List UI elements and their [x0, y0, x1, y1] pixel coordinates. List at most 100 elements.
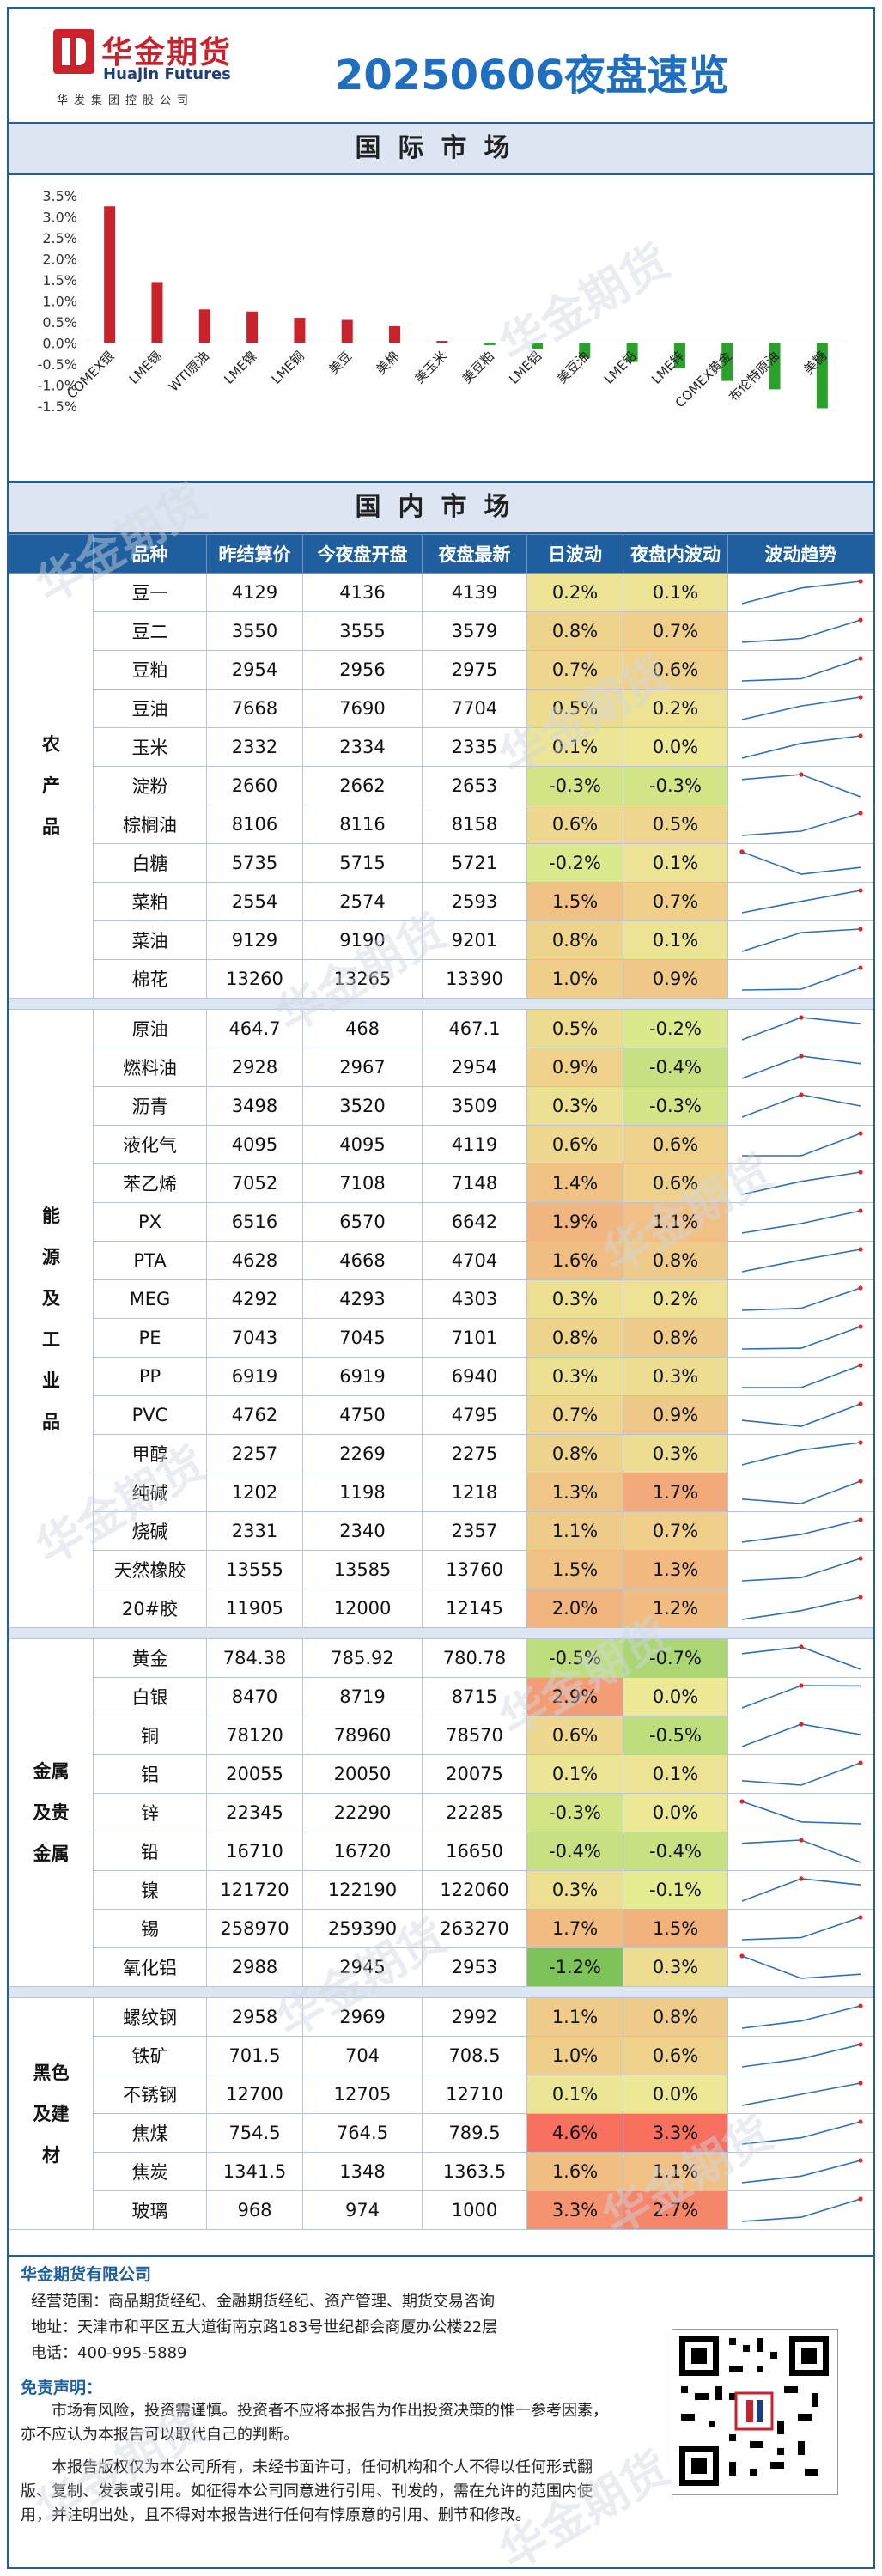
table-row: 沥青 3498 3520 3509 0.3% -0.3% — [9, 1086, 873, 1126]
cell-night-open: 1198 — [302, 1473, 423, 1512]
cell-name: 菜粕 — [93, 882, 207, 921]
cell-prev-settle: 2331 — [206, 1511, 303, 1551]
trend-high-point — [798, 1683, 804, 1688]
cell-night-open: 468 — [302, 1009, 423, 1048]
cell-night-change: 0.0% — [623, 1677, 728, 1716]
trend-high-point — [857, 695, 863, 700]
cell-night-open: 22290 — [302, 1793, 423, 1832]
cell-prev-settle: 701.5 — [206, 2036, 303, 2075]
separator-cell — [9, 1627, 873, 1639]
trend-high-point — [739, 849, 745, 854]
trend-sparkline — [727, 689, 873, 728]
cell-night-latest: 1363.5 — [422, 2152, 527, 2191]
bar-LME镍 — [246, 311, 259, 343]
cell-night-latest: 20075 — [422, 1754, 527, 1794]
cell-prev-settle: 8106 — [206, 805, 303, 844]
cell-night-open: 2340 — [302, 1511, 423, 1551]
trend-high-point — [857, 1760, 863, 1765]
cell-night-change: 0.9% — [623, 1395, 728, 1435]
cell-prev-settle: 754.5 — [206, 2113, 303, 2153]
trend-sparkline — [727, 727, 873, 767]
trend-sparkline — [727, 1870, 873, 1910]
header-night-change: 夜盘内波动 — [623, 534, 728, 574]
cell-name: 铅 — [93, 1832, 207, 1871]
cell-prev-settle: 1202 — [206, 1473, 303, 1512]
cell-night-change: -0.1% — [623, 1870, 728, 1910]
cell-night-latest: 8158 — [422, 805, 527, 844]
cell-night-change: 1.7% — [623, 1473, 728, 1512]
trend-high-point — [857, 579, 863, 584]
separator-cell — [9, 998, 873, 1010]
cell-night-latest: 13390 — [422, 959, 527, 999]
disclaimer-title: 免责声明： — [21, 2379, 103, 2397]
trend-high-point — [857, 965, 863, 970]
cell-name: 铁矿 — [93, 2036, 207, 2075]
cell-prev-settle: 2954 — [206, 650, 303, 690]
table-row: 豆二 3550 3555 3579 0.8% 0.7% — [9, 611, 873, 651]
cell-night-change: 0.7% — [623, 882, 728, 921]
cell-night-open: 3520 — [302, 1086, 423, 1126]
trend-sparkline — [727, 1125, 873, 1164]
cell-night-change: 0.6% — [623, 1125, 728, 1164]
trend-sparkline — [727, 1997, 873, 2037]
cell-night-change: 0.1% — [623, 920, 728, 960]
cell-name: 豆油 — [93, 689, 207, 728]
trend-line — [741, 696, 861, 720]
cell-name: 黄金 — [93, 1638, 207, 1678]
cell-night-open: 3555 — [302, 611, 423, 651]
cell-night-change: 0.7% — [623, 1511, 728, 1551]
trend-sparkline — [727, 2152, 873, 2191]
cell-day-change: 0.9% — [526, 1048, 623, 1087]
bar-LME锌 — [673, 343, 685, 368]
cell-prev-settle: 4628 — [206, 1241, 303, 1280]
cell-night-open: 974 — [302, 2190, 423, 2230]
cell-name: 纯碱 — [93, 1473, 207, 1512]
trend-line — [741, 580, 861, 605]
cell-night-latest: 780.78 — [422, 1638, 527, 1678]
trend-sparkline — [727, 1909, 873, 1948]
trend-sparkline — [727, 1241, 873, 1280]
cell-night-latest: 12145 — [422, 1589, 527, 1628]
cell-name: 玉米 — [93, 727, 207, 767]
domestic-market-table: 品种 昨结算价 今夜盘开盘 夜盘最新 日波动 夜盘内波动 波动趋势 农产品豆一 4… — [9, 534, 873, 2230]
trend-high-point — [798, 1015, 804, 1020]
cell-night-open: 2969 — [302, 1997, 423, 2037]
table-row: PP 6919 6919 6940 0.3% 0.3% — [9, 1357, 873, 1396]
trend-line — [741, 619, 861, 643]
cell-night-open: 12705 — [302, 2075, 423, 2114]
footer-company: 华金期货有限公司 — [21, 2265, 152, 2284]
trend-line — [741, 1442, 861, 1466]
bar-美棉 — [389, 325, 401, 343]
category-label: LME铅 — [601, 349, 640, 387]
trend-high-point — [857, 927, 863, 932]
cell-night-latest: 467.1 — [422, 1009, 527, 1048]
trend-line — [741, 2121, 861, 2145]
cell-night-latest: 22285 — [422, 1793, 527, 1832]
header-name: 品种 — [93, 534, 207, 574]
cell-night-latest: 13760 — [422, 1550, 527, 1589]
table-row: 锌 22345 22290 22285 -0.3% 0.0% — [9, 1793, 873, 1832]
cell-night-open: 2269 — [302, 1434, 423, 1473]
cell-night-change: 1.5% — [623, 1909, 728, 1948]
cell-name: 豆一 — [93, 573, 207, 612]
cell-night-open: 764.5 — [302, 2113, 423, 2153]
trend-sparkline — [727, 1716, 873, 1755]
trend-sparkline — [727, 1048, 873, 1087]
cell-day-change: 0.5% — [526, 1009, 623, 1048]
trend-high-point — [798, 772, 804, 777]
disclaimer-text-1: 市场有风险，投资需谨慎。投资者不应将本报告为作出投资决策的惟一参考因素，亦不应认… — [21, 2402, 608, 2444]
table-row: 淀粉 2660 2662 2653 -0.3% -0.3% — [9, 766, 873, 805]
cell-night-open: 12000 — [302, 1589, 423, 1628]
trend-line — [741, 2198, 861, 2222]
trend-line — [741, 890, 861, 914]
cell-night-open: 7045 — [302, 1318, 423, 1358]
trend-high-point — [857, 2081, 863, 2086]
cell-prev-settle: 2988 — [206, 1947, 303, 1987]
cell-night-open: 4750 — [302, 1395, 423, 1435]
trend-line — [741, 1519, 861, 1543]
table-row: 20#胶 11905 12000 12145 2.0% 1.2% — [9, 1589, 873, 1628]
cell-night-latest: 6642 — [422, 1202, 527, 1242]
bar-布伦特原油 — [769, 343, 781, 390]
category-label: LME锡 — [126, 349, 165, 387]
cell-day-change: -0.3% — [526, 1793, 623, 1832]
